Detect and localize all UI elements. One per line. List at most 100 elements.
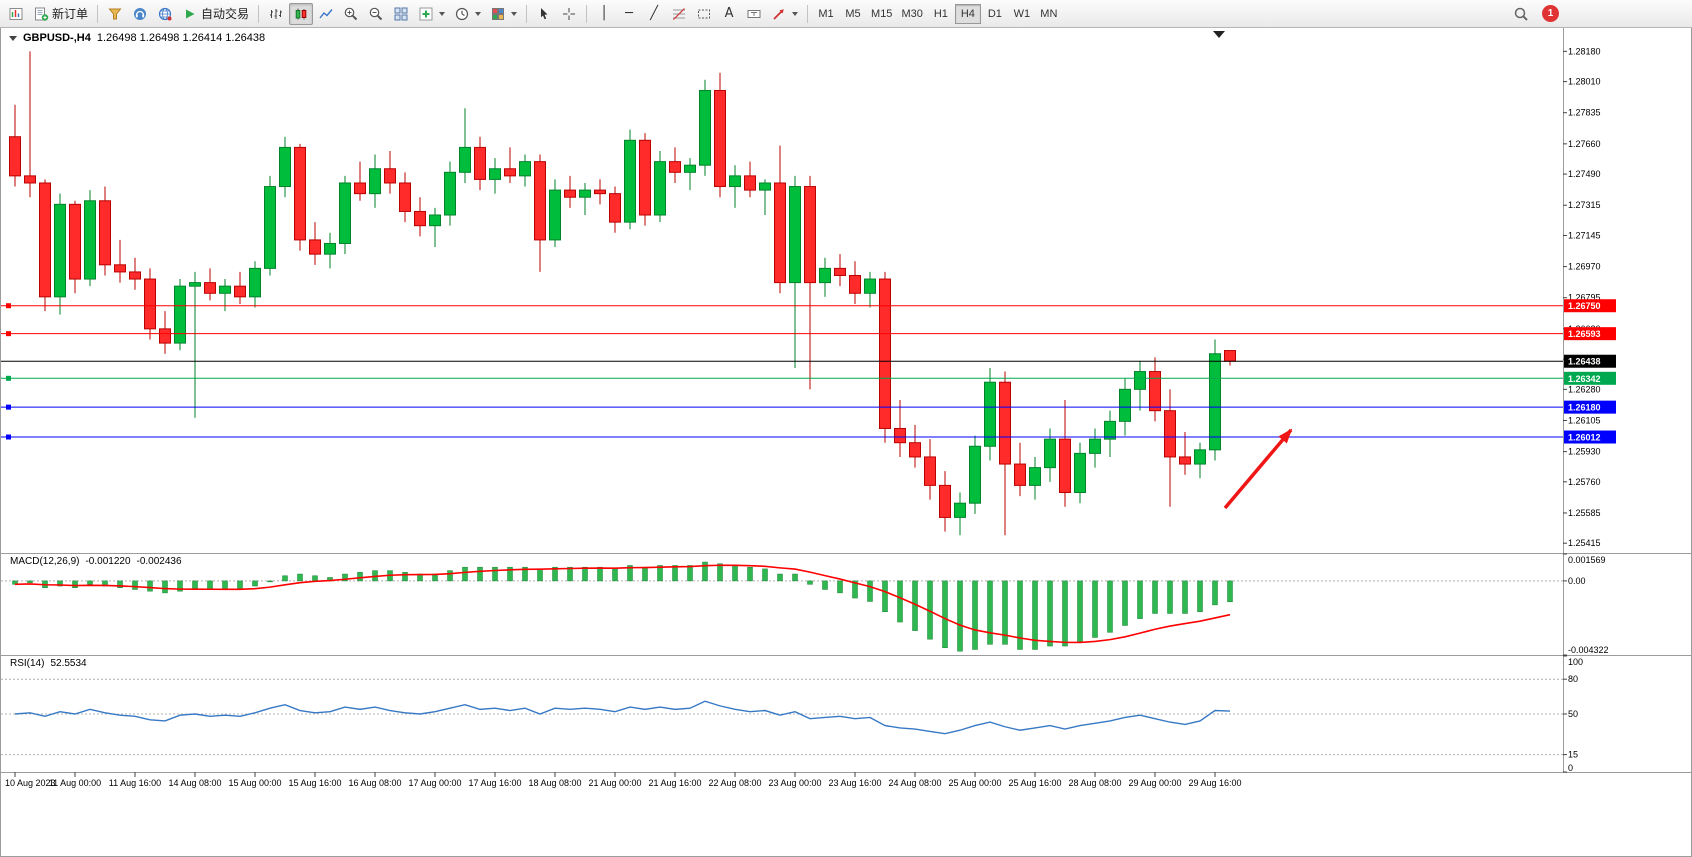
templates-button[interactable] bbox=[486, 3, 521, 25]
indicators-button[interactable] bbox=[414, 3, 449, 25]
headset-icon bbox=[134, 7, 147, 20]
svg-text:15 Aug 16:00: 15 Aug 16:00 bbox=[288, 778, 341, 788]
svg-text:1.26970: 1.26970 bbox=[1568, 262, 1601, 272]
svg-text:1.26593: 1.26593 bbox=[1568, 329, 1601, 339]
candles bbox=[9, 51, 1236, 536]
svg-text:1.28180: 1.28180 bbox=[1568, 46, 1601, 56]
support-button[interactable] bbox=[128, 3, 152, 25]
zoom-in-button[interactable] bbox=[339, 3, 363, 25]
toolbar-separator bbox=[258, 4, 260, 23]
svg-text:1.26280: 1.26280 bbox=[1568, 384, 1601, 394]
svg-text:1.25760: 1.25760 bbox=[1568, 477, 1601, 487]
tile-windows-button[interactable] bbox=[389, 3, 413, 25]
arrow-annotation[interactable] bbox=[1223, 428, 1293, 510]
svg-text:1.27490: 1.27490 bbox=[1568, 169, 1601, 179]
timeframe-w1-button[interactable]: W1 bbox=[1009, 4, 1035, 24]
candlestick-icon bbox=[295, 8, 307, 19]
svg-text:1.26750: 1.26750 bbox=[1568, 301, 1601, 311]
svg-text:18 Aug 08:00: 18 Aug 08:00 bbox=[528, 778, 581, 788]
shapes-button[interactable] bbox=[692, 3, 716, 25]
label-button[interactable] bbox=[742, 3, 766, 25]
timeframe-mn-button[interactable]: MN bbox=[1036, 4, 1062, 24]
text-tool-icon: A bbox=[724, 6, 734, 21]
trendline-button[interactable]: ╱ bbox=[642, 3, 666, 25]
vertical-line-button[interactable]: │ bbox=[592, 3, 616, 25]
svg-text:28 Aug 08:00: 28 Aug 08:00 bbox=[1068, 778, 1121, 788]
notification-count: 1 bbox=[1547, 8, 1554, 19]
svg-text:23 Aug 16:00: 23 Aug 16:00 bbox=[828, 778, 881, 788]
macd-name: MACD(12,26,9) bbox=[10, 556, 80, 567]
macd-value-1: -0.001220 bbox=[85, 556, 131, 567]
timeframe-m5-button[interactable]: M5 bbox=[840, 4, 866, 24]
fibonacci-button[interactable] bbox=[667, 3, 691, 25]
chart-canvas[interactable]: 1.28180 1.28010 1.27835 1.27660 1.27490 1.273… bbox=[1, 28, 1691, 855]
chevron-down-icon bbox=[511, 11, 518, 16]
toolbar-separator bbox=[807, 4, 809, 23]
cursor-icon bbox=[541, 7, 548, 19]
svg-text:1.26105: 1.26105 bbox=[1568, 415, 1601, 425]
cursor-button[interactable] bbox=[532, 3, 556, 25]
zoom-out-button[interactable] bbox=[364, 3, 388, 25]
toolbar-separator bbox=[526, 4, 528, 23]
svg-text:0.001569: 0.001569 bbox=[1568, 555, 1606, 565]
chart-shift-marker[interactable] bbox=[1213, 31, 1225, 38]
zoom-out-icon bbox=[369, 7, 383, 20]
macd-indicator-label: MACD(12,26,9) -0.001220 -0.002436 bbox=[10, 556, 188, 567]
svg-text:1.25415: 1.25415 bbox=[1568, 538, 1601, 548]
pane-separators[interactable] bbox=[1, 28, 1691, 773]
svg-text:1.25930: 1.25930 bbox=[1568, 447, 1601, 457]
arrow-tool-icon bbox=[773, 8, 784, 20]
timeframe-d1-button[interactable]: D1 bbox=[982, 4, 1008, 24]
line-chart-button[interactable] bbox=[314, 3, 338, 25]
crosshair-icon bbox=[563, 7, 576, 20]
periods-button[interactable] bbox=[450, 3, 485, 25]
rsi-value: 52.5534 bbox=[50, 658, 87, 669]
horizontal-line-button[interactable]: ─ bbox=[617, 3, 641, 25]
svg-text:1.27145: 1.27145 bbox=[1568, 230, 1601, 240]
market-watch-button[interactable] bbox=[103, 3, 127, 25]
timeframe-m30-button[interactable]: M30 bbox=[897, 4, 926, 24]
text-button[interactable]: A bbox=[717, 3, 741, 25]
search-button[interactable] bbox=[1509, 3, 1533, 25]
autotrading-button[interactable]: 自动交易 bbox=[178, 3, 253, 25]
line-chart-icon bbox=[319, 8, 333, 18]
tile-windows-icon bbox=[394, 7, 408, 20]
svg-text:1.27835: 1.27835 bbox=[1568, 108, 1601, 118]
notifications-badge[interactable]: 1 bbox=[1542, 5, 1559, 22]
macd-value-2: -0.002436 bbox=[136, 556, 182, 567]
crosshair-button[interactable] bbox=[557, 3, 581, 25]
svg-text:10 Aug 2023: 10 Aug 2023 bbox=[5, 778, 56, 788]
svg-text:16 Aug 08:00: 16 Aug 08:00 bbox=[348, 778, 401, 788]
one-click-trading-toggle[interactable] bbox=[9, 35, 17, 41]
svg-text:29 Aug 16:00: 29 Aug 16:00 bbox=[1188, 778, 1241, 788]
arrows-button[interactable] bbox=[767, 3, 802, 25]
rsi-pane: 100 80 50 15 0 bbox=[1, 655, 1583, 773]
new-chart-icon bbox=[9, 7, 23, 20]
svg-text:29 Aug 00:00: 29 Aug 00:00 bbox=[1128, 778, 1181, 788]
svg-text:1.27315: 1.27315 bbox=[1568, 200, 1601, 210]
timeframe-h1-button[interactable]: H1 bbox=[928, 4, 954, 24]
candlestick-chart-button[interactable] bbox=[289, 2, 314, 25]
bar-chart-icon bbox=[270, 8, 283, 19]
svg-text:0: 0 bbox=[1568, 763, 1573, 773]
symbol-period-label: GBPUSD-,H4 bbox=[23, 32, 91, 44]
chevron-down-icon bbox=[439, 11, 446, 16]
svg-text:1.26795: 1.26795 bbox=[1568, 293, 1601, 303]
timeframe-m1-button[interactable]: M1 bbox=[813, 4, 839, 24]
new-order-button[interactable]: 新订单 bbox=[29, 3, 92, 25]
community-search-button[interactable] bbox=[153, 3, 177, 25]
timeframe-m15-button[interactable]: M15 bbox=[867, 4, 896, 24]
bar-chart-button[interactable] bbox=[264, 3, 288, 25]
price-axis: 1.28180 1.28010 1.27835 1.27660 1.27490 1.273… bbox=[1563, 46, 1601, 548]
new-chart-button[interactable] bbox=[4, 3, 28, 25]
timeframe-h4-button[interactable]: H4 bbox=[954, 3, 981, 24]
svg-text:22 Aug 08:00: 22 Aug 08:00 bbox=[708, 778, 761, 788]
svg-text:1.27660: 1.27660 bbox=[1568, 139, 1601, 149]
chart-window: 1.28180 1.28010 1.27835 1.27660 1.27490 1.273… bbox=[0, 28, 1692, 857]
horizontal-line-objects[interactable]: 1.26750 1.26593 1.26438 1.26342 1.26180 1.260… bbox=[1, 299, 1616, 444]
play-icon bbox=[186, 9, 195, 18]
search-icon bbox=[1514, 7, 1528, 21]
svg-text:1.26180: 1.26180 bbox=[1568, 403, 1601, 413]
clock-icon bbox=[455, 7, 469, 20]
